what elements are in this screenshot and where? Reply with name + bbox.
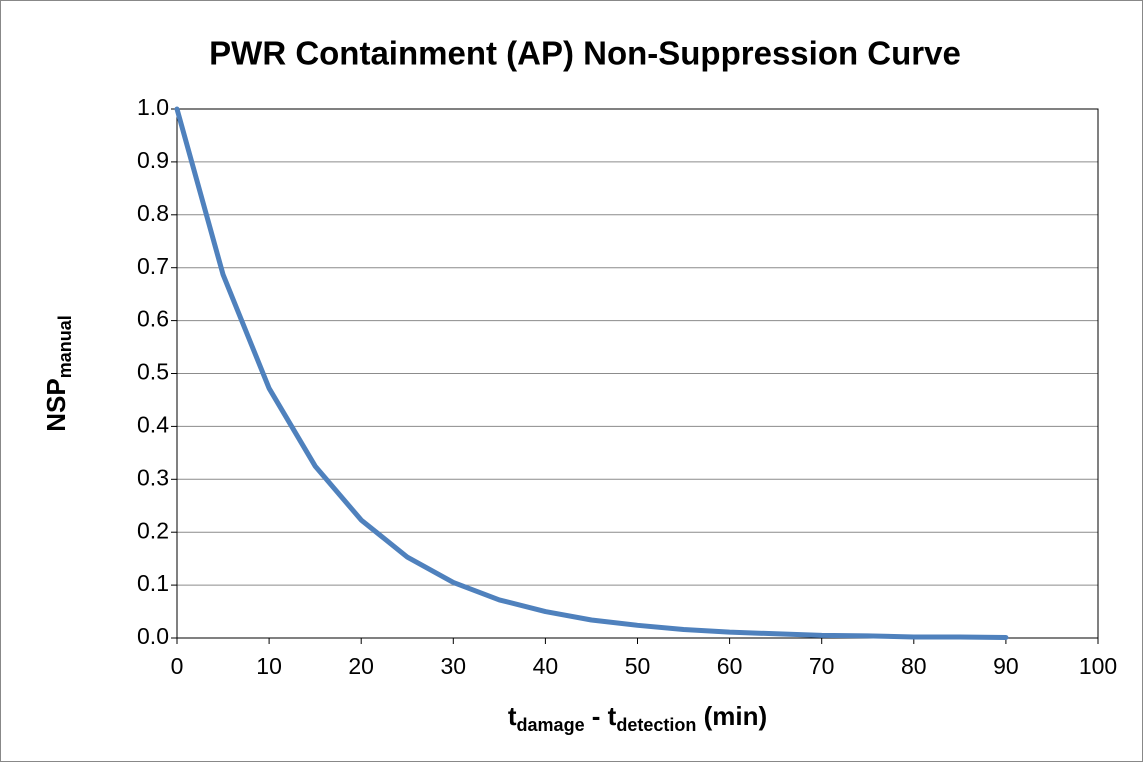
x-tick-label: 10 xyxy=(256,653,282,679)
x-tick-label: 60 xyxy=(717,653,743,679)
y-tick-label: 0.8 xyxy=(137,200,169,226)
y-tick-label: 0.9 xyxy=(137,147,169,173)
label-subscript: detection xyxy=(616,715,696,735)
label-subscript: damage xyxy=(517,715,585,735)
x-tick-label: 50 xyxy=(625,653,651,679)
label-subscript: manual xyxy=(55,315,75,378)
label-text: (min) xyxy=(696,701,767,731)
x-tick-label: 40 xyxy=(533,653,559,679)
label-text: - t xyxy=(585,701,617,731)
y-tick-label: 0.6 xyxy=(137,306,169,332)
y-tick-label: 0.5 xyxy=(137,359,169,385)
label-text: NSP xyxy=(41,378,71,431)
x-tick-label: 80 xyxy=(901,653,927,679)
y-tick-label: 0.0 xyxy=(137,623,169,649)
y-tick-label: 1.0 xyxy=(137,94,169,120)
x-tick-label: 30 xyxy=(441,653,467,679)
label-text: t xyxy=(508,701,517,731)
x-tick-label: 70 xyxy=(809,653,835,679)
x-tick-label: 0 xyxy=(171,653,184,679)
x-tick-label: 20 xyxy=(348,653,374,679)
x-tick-label: 100 xyxy=(1079,653,1117,679)
y-tick-label: 0.2 xyxy=(137,517,169,543)
plot-border xyxy=(176,108,1099,639)
chart-title: PWR Containment (AP) Non-Suppression Cur… xyxy=(209,35,961,72)
x-tick-label: 90 xyxy=(993,653,1019,679)
y-tick-label: 0.7 xyxy=(137,253,169,279)
y-tick-label: 0.3 xyxy=(137,464,169,490)
y-tick-label: 0.1 xyxy=(137,570,169,596)
x-axis-label: tdamage - tdetection (min) xyxy=(508,701,767,735)
y-tick-label: 0.4 xyxy=(137,411,169,437)
data-line xyxy=(174,106,1009,640)
y-axis-label: NSPmanual xyxy=(41,315,75,432)
